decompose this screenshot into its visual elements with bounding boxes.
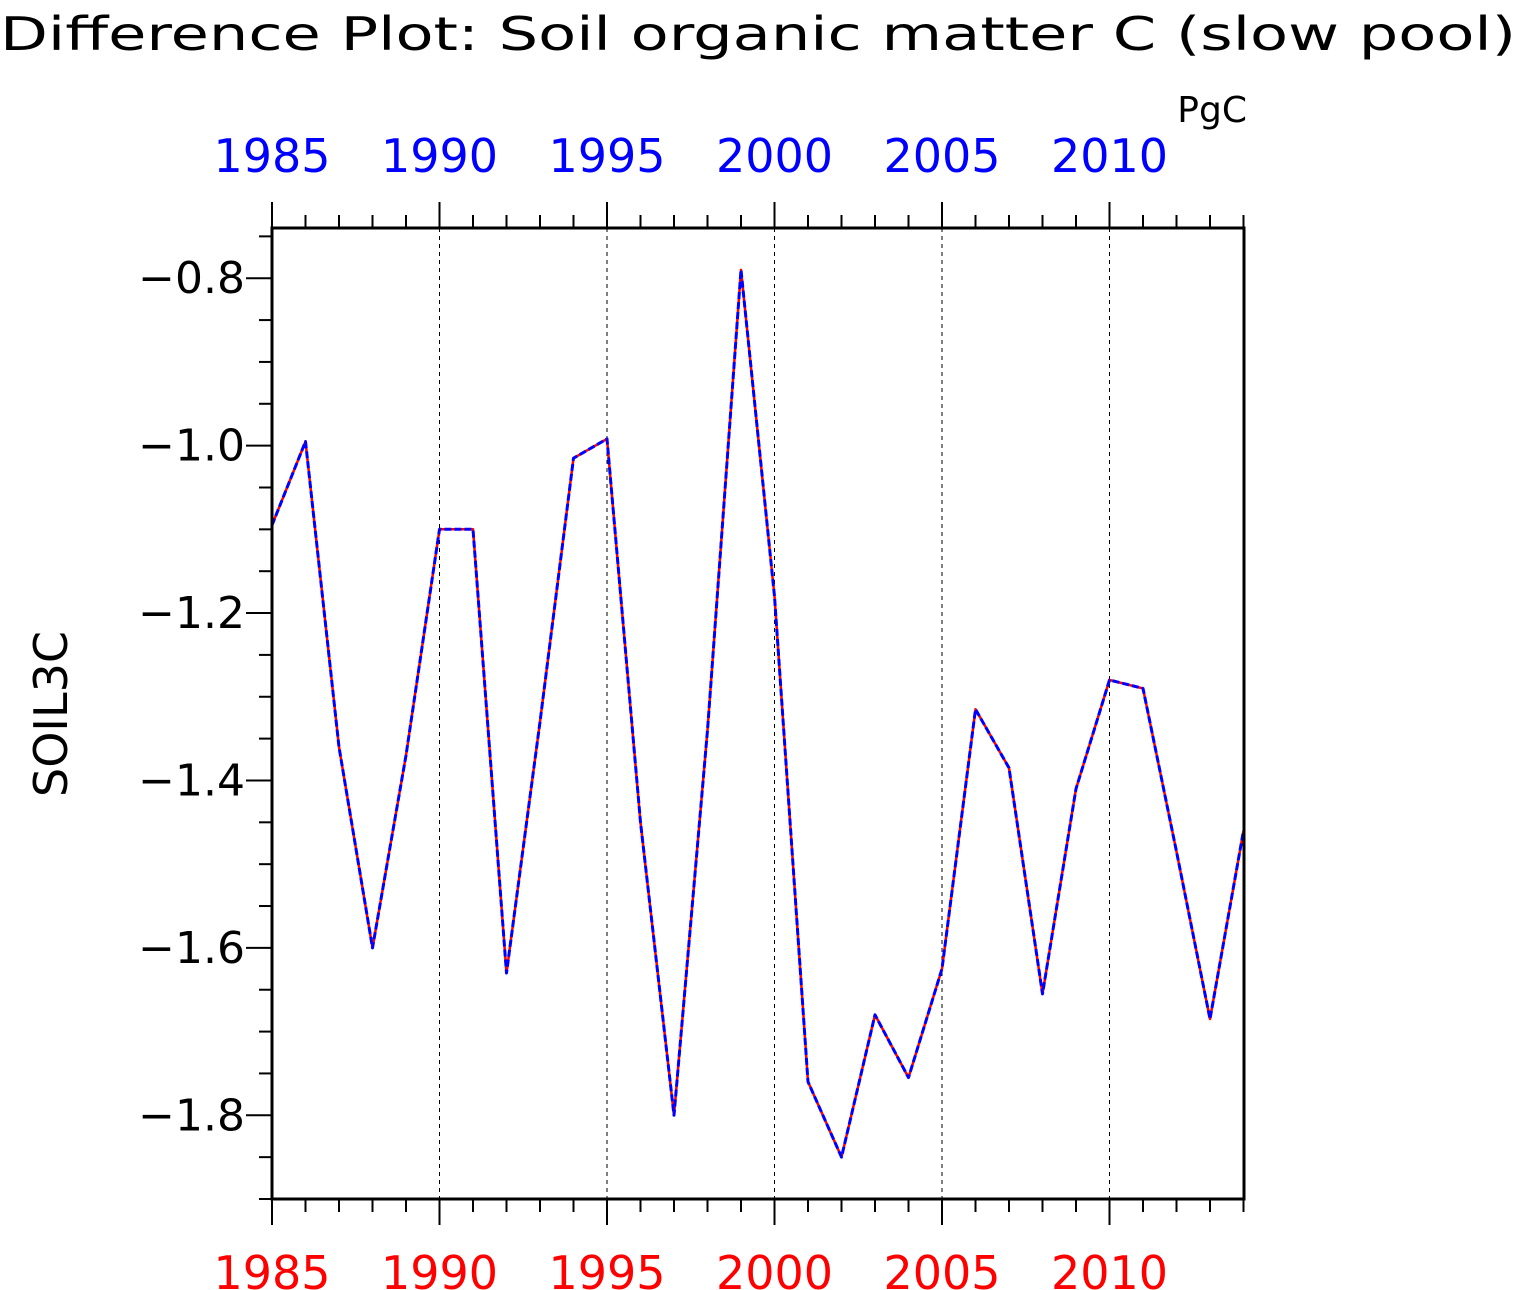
- grid-lines: [439, 228, 1110, 1199]
- y-tick-label: −1.4: [138, 755, 245, 806]
- axes: 1985 1985 1990 1990 1995 1995 2000 2000 2005 2005…: [138, 129, 1245, 1290]
- units-label: PgC: [1177, 90, 1247, 131]
- y-tick-label: −1.2: [138, 588, 245, 639]
- x-tick-label-top: 1990: [381, 129, 498, 183]
- y-tick-label: −1.8: [138, 1090, 245, 1141]
- y-tick-label: −0.8: [138, 253, 245, 304]
- chart-title: Difference Plot: Soil organic matter C (…: [0, 7, 1516, 61]
- plot-frame: [270, 226, 1246, 1201]
- x-tick-label-top: 2005: [883, 129, 1000, 183]
- y-axis-label: SOIL3C: [24, 631, 78, 797]
- x-tick-label-bottom: 1985: [213, 1246, 330, 1290]
- x-tick-label-bottom: 1995: [548, 1246, 665, 1290]
- series-line-blue-dashed: [270, 268, 1245, 1159]
- x-tick-label-top: 2010: [1051, 129, 1168, 183]
- x-tick-label-top: 2000: [716, 129, 833, 183]
- x-tick-label-top: 1995: [548, 129, 665, 183]
- x-tick-label-bottom: 2005: [883, 1246, 1000, 1290]
- x-tick-label-top: 1985: [213, 129, 330, 183]
- series-lines: [270, 268, 1245, 1159]
- x-tick-label-bottom: 2010: [1051, 1246, 1168, 1290]
- y-tick-label: −1.0: [138, 421, 245, 472]
- x-tick-label-bottom: 2000: [716, 1246, 833, 1290]
- x-tick-label-bottom: 1990: [381, 1246, 498, 1290]
- y-tick-label: −1.6: [138, 923, 245, 974]
